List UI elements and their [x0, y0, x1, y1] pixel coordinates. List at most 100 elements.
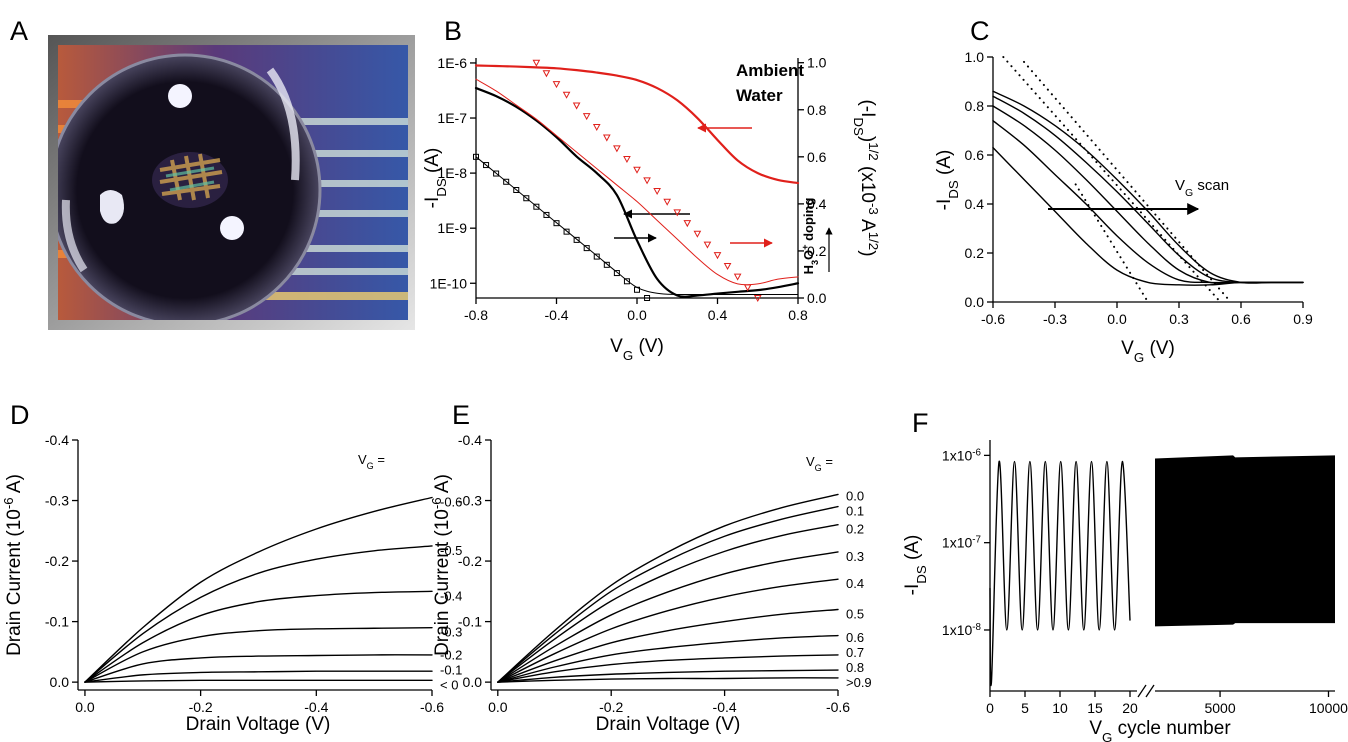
dotted-line: [1074, 183, 1149, 303]
y-axis-label-part: Drain Current (10: [4, 509, 25, 656]
y-tick-label-text: -0.4: [458, 432, 482, 448]
y2-tick-label-text: 0.6: [807, 149, 827, 165]
marker-triangle: [623, 155, 631, 163]
y-tick-label: 1E-8: [437, 165, 467, 181]
dotted-line: [1023, 60, 1232, 303]
line-label: 0.8: [846, 660, 864, 675]
x-tick-label-text: -0.4: [713, 699, 737, 715]
marker-triangle: [532, 59, 541, 67]
x-tick-label: 0.3: [1169, 311, 1189, 327]
y-tick-label: -0.1: [45, 614, 69, 630]
line-label: 0.6: [846, 630, 864, 645]
y-tick-label-text: 0.0: [965, 294, 985, 310]
y-tick-label-text: 1E-8: [437, 165, 467, 181]
x-tick-label: -0.4: [713, 699, 737, 715]
x-axis-label-part: (V): [1144, 338, 1175, 359]
y2-axis-label-part: ): [857, 136, 878, 142]
annotation-part: H: [801, 265, 816, 274]
marker-triangle: [582, 113, 591, 121]
y-tick-label: 1E-7: [437, 110, 467, 126]
y2-tick-label-text: 0.0: [807, 290, 827, 306]
y-axis-label: Drain Current (10-6 A): [1, 474, 26, 656]
marker-square: [473, 153, 479, 160]
y-tick-label-text: 0.2: [965, 245, 985, 261]
x-axis-label: VG cycle number: [1089, 718, 1231, 742]
panel-letter: F: [912, 408, 929, 438]
marker-triangle: [733, 273, 742, 281]
y-tick-label-text: 1x10: [942, 535, 973, 551]
marker-square: [644, 295, 651, 301]
x-tick-label-text: 5000: [1204, 700, 1235, 716]
highlight: [100, 190, 124, 224]
y-tick-label: -0.4: [45, 432, 69, 448]
x-tick-label: -0.6: [981, 311, 1005, 327]
panel-letter: A: [10, 16, 28, 46]
x-axis-label: Drain Voltage (V): [186, 714, 331, 735]
line-label: 0.5: [846, 606, 864, 621]
line: [497, 608, 839, 683]
y-axis-label-part: Drain Current (10: [432, 509, 453, 656]
y2-tick-label: 1.0: [807, 55, 827, 71]
y-tick-label: 1x10-6: [942, 447, 982, 464]
x-tick-label: -0.2: [189, 699, 213, 715]
annotation-arrows: [614, 123, 1200, 272]
y-tick-label-text: 1E-6: [437, 55, 467, 71]
y2-axis-label-part: DS: [852, 117, 867, 136]
marker-square: [533, 203, 540, 210]
y2-tick-label: 0.2: [807, 243, 827, 259]
line: [84, 496, 433, 683]
line: [497, 551, 839, 683]
x-tick-label-text: -0.3: [1043, 311, 1067, 327]
x-tick-label-text: -0.4: [544, 307, 568, 323]
y-tick-label-text: -0.2: [458, 553, 482, 569]
y-axis-label-part: (A): [422, 148, 443, 179]
y-axis-label-part: -6: [1, 497, 16, 509]
legend-title-part: G: [367, 461, 374, 471]
x-tick-label-text: 5: [1021, 700, 1029, 716]
legend-label: Water: [736, 86, 783, 105]
y2-axis-label-part: (x10: [857, 161, 878, 203]
y-tick-label: 0.0: [50, 674, 70, 690]
y-tick-label-text: -0.3: [45, 493, 69, 509]
marker-triangle: [673, 209, 682, 217]
line: [84, 590, 433, 683]
electrode-stripes-right: [260, 118, 408, 300]
x-tick-label: 0.0: [627, 307, 647, 323]
y2-axis-label-part: A: [857, 215, 878, 232]
x-tick-label: 0: [986, 700, 994, 716]
x-tick-label-text: 0.3: [1169, 311, 1189, 327]
y-tick-label: -0.2: [458, 553, 482, 569]
line: [497, 669, 839, 683]
marker-square: [573, 236, 580, 243]
y2-tick-label: 0.6: [807, 149, 827, 165]
y-tick-label: 1.0: [965, 49, 985, 65]
annotation-part: scan: [1193, 177, 1229, 194]
legend-label: Ambient: [736, 61, 804, 80]
y-tick-label-text: 1E-10: [430, 275, 468, 291]
x-tick-label: -0.4: [304, 699, 328, 715]
line: [84, 670, 433, 683]
annotation: H3O+ doping: [800, 198, 820, 275]
marker-square: [553, 220, 560, 227]
axis-break: [1137, 684, 1147, 698]
panel-letter: C: [970, 16, 990, 46]
marker-square: [523, 195, 530, 202]
y-tick-label-text: 0.4: [965, 196, 985, 212]
y-tick-label-exponent: -7: [972, 534, 981, 545]
highlight: [168, 84, 192, 108]
y-tick-label-text: 0.0: [50, 674, 70, 690]
y-tick-label: -0.3: [45, 493, 69, 509]
x-axis-label-part: V: [1121, 338, 1134, 359]
marker-square: [603, 261, 610, 268]
x-tick-label-text: 0.0: [1107, 311, 1127, 327]
x-axis-label-part: G: [623, 348, 633, 363]
line-label: -0.4: [440, 588, 462, 603]
x-tick-label-text: 0.0: [488, 699, 508, 715]
y-tick-label-text: -0.4: [45, 432, 69, 448]
panel-letter: B: [444, 16, 462, 46]
line: [497, 524, 839, 683]
x-axis-label-part: G: [1134, 350, 1144, 365]
y-tick-label-text: 0.6: [965, 147, 985, 163]
x-tick-label-text: 0.0: [75, 699, 95, 715]
y-tick-label-text: -0.3: [458, 493, 482, 509]
